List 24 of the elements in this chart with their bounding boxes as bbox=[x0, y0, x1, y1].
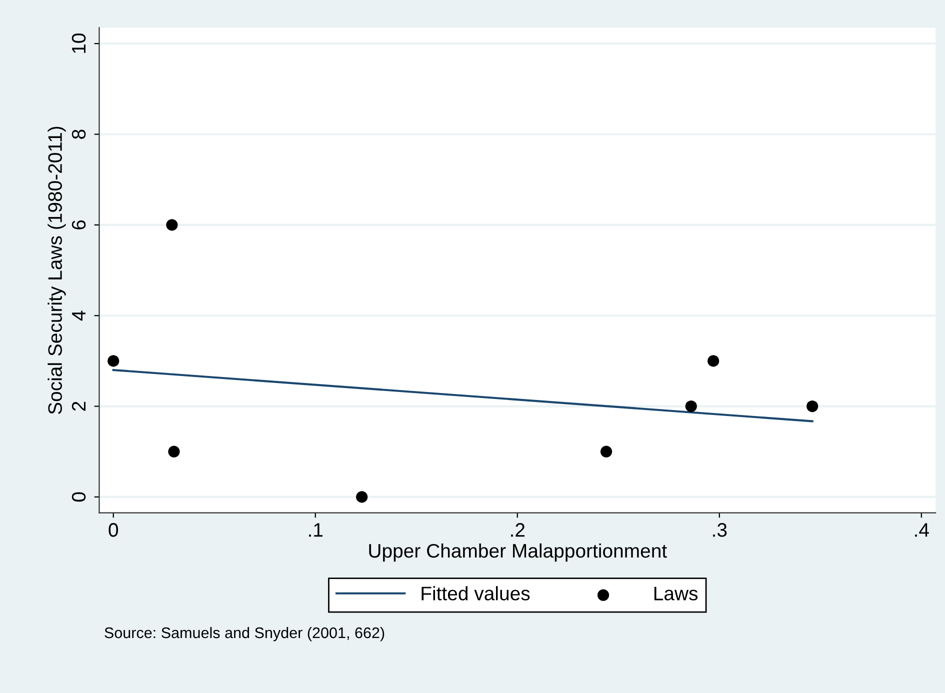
point bbox=[708, 355, 720, 367]
x-tick-label: .2 bbox=[511, 523, 525, 537]
legend-label: Fitted values bbox=[422, 586, 530, 600]
point bbox=[600, 446, 612, 458]
y-tick-label: 10 bbox=[72, 34, 86, 53]
source-note: Source: Samuels and Snyder (2001, 662) bbox=[104, 626, 384, 642]
x-tick-label: .1 bbox=[309, 523, 323, 537]
x-tick-label: .3 bbox=[713, 523, 727, 537]
y-tick-label: 2 bbox=[72, 402, 86, 411]
point bbox=[166, 219, 178, 231]
y-axis-title: Social Security Laws (1980-2011) bbox=[48, 126, 66, 414]
x-tick-label: .4 bbox=[915, 523, 929, 537]
y-tick-label: 4 bbox=[72, 310, 86, 321]
point bbox=[108, 355, 120, 367]
point bbox=[168, 446, 180, 458]
legend-label: Laws bbox=[654, 586, 698, 600]
point bbox=[685, 400, 697, 412]
x-tick-label: 0 bbox=[108, 523, 118, 537]
y-tick-label: 8 bbox=[72, 130, 86, 139]
y-tick-label: 0 bbox=[72, 492, 86, 502]
point bbox=[806, 400, 818, 412]
y-tick-label: 6 bbox=[72, 220, 86, 230]
x-axis-title: Upper Chamber Malapportionment bbox=[369, 543, 667, 562]
point bbox=[356, 491, 368, 503]
